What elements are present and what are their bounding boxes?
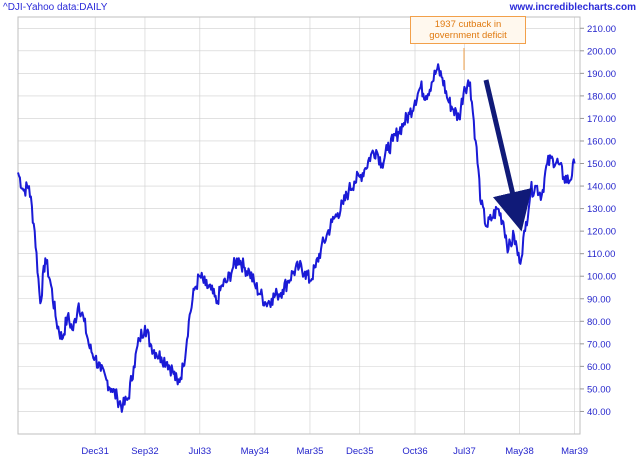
y-tick-label: 190.00: [587, 69, 616, 80]
y-tick-label: 100.00: [587, 272, 616, 283]
x-axis-ticks: Dec31 Sep32 Jul33 May34 Mar35 Dec35 Oct36 Jul37…: [81, 446, 588, 457]
y-tick-label: 160.00: [587, 136, 616, 147]
x-tick-label: Mar39: [561, 446, 588, 457]
x-tick-label: Oct36: [402, 446, 427, 457]
y-tick-label: 210.00: [587, 24, 616, 35]
x-tick-label: May34: [241, 446, 270, 457]
y-tick-label: 200.00: [587, 46, 616, 57]
x-tick-label: Jul37: [453, 446, 476, 457]
annotation-line-2: government deficit: [429, 30, 507, 41]
y-tick-label: 140.00: [587, 182, 616, 193]
y-tick-label: 180.00: [587, 91, 616, 102]
x-tick-label: Dec31: [81, 446, 108, 457]
y-tick-label: 170.00: [587, 114, 616, 125]
plot-frame: [17, 16, 581, 435]
x-tick-label: May38: [505, 446, 534, 457]
data-source-label: ^DJI-Yahoo data:DAILY: [3, 2, 108, 13]
annotation-line-1: 1937 cutback in: [434, 19, 502, 30]
x-tick-label: Mar35: [296, 446, 323, 457]
y-tick-label: 60.00: [587, 362, 611, 373]
y-tick-label: 50.00: [587, 384, 611, 395]
series-line-0: [17, 63, 576, 413]
y-axis-ticks: 40.00 50.00 60.00 70.00 80.00 90.00 100.00 110.…: [580, 24, 616, 418]
y-tick-label: 120.00: [587, 227, 616, 238]
annotation-box: 1937 cutback in government deficit: [410, 16, 526, 44]
watermark-label: www.incrediblecharts.com: [509, 2, 636, 13]
y-tick-label: 80.00: [587, 317, 611, 328]
x-tick-label: Dec35: [346, 446, 373, 457]
y-tick-label: 130.00: [587, 204, 616, 215]
y-tick-label: 110.00: [587, 249, 615, 260]
y-tick-label: 70.00: [587, 339, 611, 350]
series-group: [17, 63, 576, 413]
y-tick-label: 150.00: [587, 159, 616, 170]
x-tick-label: Sep32: [131, 446, 158, 457]
y-tick-label: 40.00: [587, 407, 611, 418]
x-tick-label: Jul33: [188, 446, 211, 457]
chart-grid: [18, 17, 580, 434]
trend-arrow: [483, 79, 532, 232]
y-tick-label: 90.00: [587, 294, 611, 305]
